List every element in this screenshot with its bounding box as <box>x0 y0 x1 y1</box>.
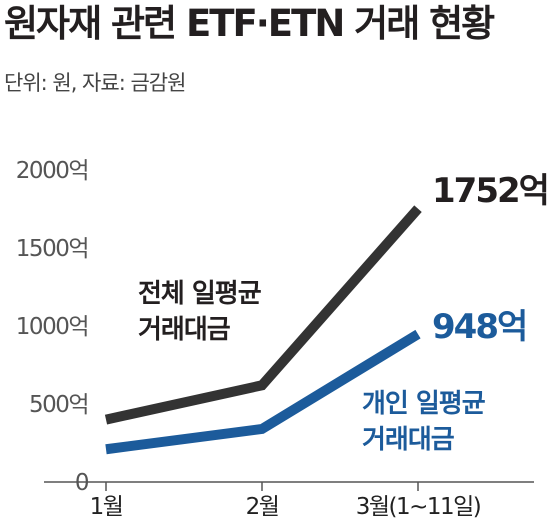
series-label-total-line1: 전체 일평균 <box>138 279 262 309</box>
y-tick-label: 2000억 <box>16 158 88 184</box>
series-label-individual-line1: 개인 일평균 <box>362 389 486 419</box>
chart-subtitle: 단위: 원, 자료: 금감원 <box>4 71 186 95</box>
x-tick-label: 3월(1~11일) <box>356 494 481 520</box>
series-label-total-line2: 거래대금 <box>138 315 231 345</box>
end-label-total: 1752억 <box>432 171 547 211</box>
y-tick-label: 1000억 <box>16 314 88 340</box>
series-line-individual <box>105 329 421 455</box>
x-tick-label: 1월 <box>90 494 123 520</box>
chart-title: 원자재 관련 ETF·ETN 거래 현황 <box>4 2 495 45</box>
y-tick-label: 1500억 <box>16 236 88 262</box>
y-tick-label: 0 <box>75 470 89 496</box>
series-line-total <box>104 205 422 425</box>
end-label-individual: 948억 <box>432 307 526 347</box>
x-tick-label: 2월 <box>246 494 279 520</box>
series-label-individual-line2: 거래대금 <box>362 425 455 455</box>
y-tick-label: 500억 <box>29 392 88 418</box>
